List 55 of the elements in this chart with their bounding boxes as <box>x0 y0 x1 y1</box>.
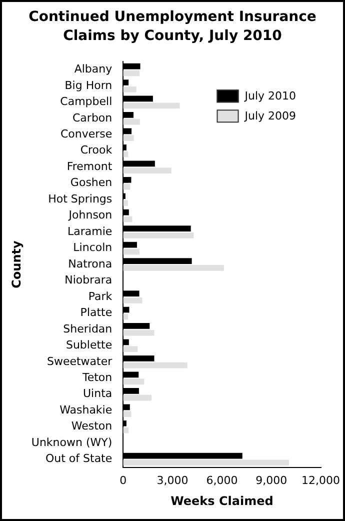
y-tick-label: Sheridan <box>63 322 112 336</box>
bar <box>123 232 194 238</box>
legend-label: July 2010 <box>244 89 296 102</box>
chart-title: Continued Unemployment Insurance Claims by County, July 2010 <box>28 8 318 46</box>
y-tick-label: Johnson <box>68 208 112 222</box>
x-tick-label: 9,000 <box>256 474 288 487</box>
y-tick-label: Weston <box>71 420 112 433</box>
bar <box>123 330 154 336</box>
y-tick-label: Big Horn <box>64 78 112 92</box>
y-tick-label: Carbon <box>72 111 112 124</box>
bar <box>123 70 140 76</box>
bar <box>123 86 136 92</box>
x-tick-label: 6,000 <box>206 474 238 487</box>
bar <box>123 297 142 304</box>
y-tick-label: Out of State <box>45 452 112 466</box>
y-tick-label: Converse <box>60 128 112 141</box>
legend-label: July 2009 <box>244 109 296 122</box>
bar <box>123 411 132 417</box>
bar <box>123 346 138 352</box>
y-axis-title: County <box>9 240 24 288</box>
y-tick-label: Laramie <box>67 224 112 238</box>
y-tick-label: Fremont <box>66 160 113 173</box>
x-tick-label: 3,000 <box>156 474 188 487</box>
bar <box>123 362 188 368</box>
x-axis-title: Weeks Claimed <box>170 494 274 508</box>
bar <box>123 314 128 320</box>
y-tick-label: Campbell <box>60 95 112 108</box>
bar <box>123 200 128 206</box>
bar <box>123 135 134 142</box>
y-tick-label: Albany <box>74 62 113 76</box>
bar <box>123 265 224 271</box>
bar <box>123 460 289 466</box>
bar <box>123 168 172 174</box>
y-tick-label: Washakie <box>60 403 112 416</box>
y-tick-label: Unknown (WY) <box>31 436 112 449</box>
bar <box>123 118 140 125</box>
y-tick-label: Crook <box>80 144 113 157</box>
bar <box>123 378 144 385</box>
x-tick-label: 0 <box>120 474 127 487</box>
y-tick-label: Uinta <box>83 387 112 400</box>
bar <box>123 394 152 401</box>
y-tick-label: Niobrara <box>64 274 112 287</box>
bar <box>123 151 128 158</box>
y-tick-label: Teton <box>82 370 112 384</box>
y-tick-label: Sublette <box>66 338 112 352</box>
y-tick-label: Goshen <box>70 176 112 190</box>
y-tick-label: Park <box>88 290 113 303</box>
y-tick-label: Lincoln <box>73 241 112 254</box>
y-tick-label: Natrona <box>68 257 112 270</box>
x-tick-label: 12,000 <box>302 474 340 487</box>
bar <box>123 248 140 255</box>
y-tick-label: Hot Springs <box>48 192 112 206</box>
bar <box>123 102 180 109</box>
y-tick-label: Sweetwater <box>46 354 113 368</box>
y-tick-label: Platte <box>80 306 112 320</box>
